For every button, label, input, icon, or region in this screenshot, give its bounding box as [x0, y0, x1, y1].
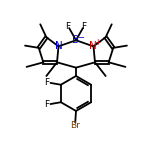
Text: +: +	[94, 38, 100, 47]
Text: F: F	[45, 100, 50, 109]
Text: F: F	[81, 22, 87, 31]
Text: B: B	[73, 35, 79, 45]
Text: Br: Br	[70, 121, 80, 130]
Text: F: F	[45, 78, 50, 86]
Text: −: −	[77, 33, 84, 42]
Text: F: F	[65, 22, 71, 31]
Text: N: N	[89, 41, 97, 51]
Text: N: N	[55, 41, 63, 51]
